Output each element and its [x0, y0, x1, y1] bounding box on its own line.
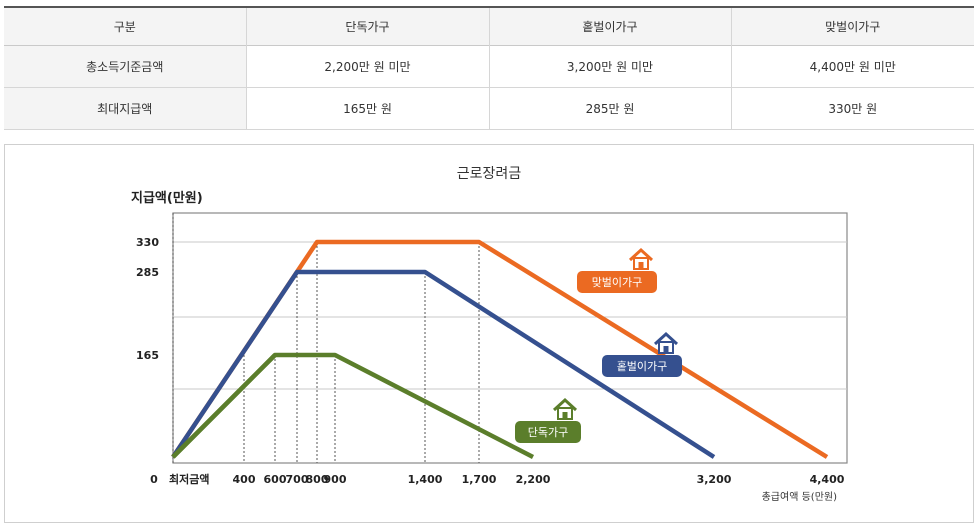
cell-single-max: 165만 원 — [245, 87, 489, 130]
house-icon-door — [663, 346, 669, 353]
x-tick-label: 400 — [233, 473, 256, 486]
series-line-overlay — [171, 353, 277, 459]
chart-panel: 근로장려금 지급액(만원) 165 285 330 400 600 700 800 900 1,… — [4, 144, 974, 523]
house-icon — [552, 397, 578, 412]
table-header-row: 구분 단독가구 홑벌이가구 맞벌이가구 — [4, 7, 974, 46]
series-line — [171, 269, 716, 459]
x-tick-label: 4,400 — [810, 473, 845, 486]
x-tick-label: 900 — [324, 473, 347, 486]
cell-single-earner-max: 285만 원 — [488, 87, 731, 130]
header-category: 구분 — [113, 20, 136, 34]
header-dual-earner: 맞벌이가구 — [730, 7, 974, 46]
legend-badge — [577, 271, 657, 293]
table-row: 총소득기준금액 2,200만 원 미만 3,200만 원 미만 4,400만 원… — [4, 45, 974, 88]
legend-label: 단독가구 — [528, 426, 568, 439]
x-tick-label: 600 — [264, 473, 287, 486]
cell-dual-earner-income: 4,400만 원 미만 — [730, 45, 974, 88]
y-axis-label: 지급액(만원) — [131, 190, 203, 206]
row-label-income: 총소득기준금액 — [4, 45, 246, 88]
table-row: 최대지급액 165만 원 285만 원 330만 원 — [4, 87, 974, 130]
y-tick-label: 330 — [136, 236, 159, 249]
income-criteria-table: 구분 단독가구 홑벌이가구 맞벌이가구 총소득기준금액 2,200만 원 미만 … — [4, 6, 974, 130]
cell-dual-earner-max: 330만 원 — [730, 87, 974, 130]
x-tick-label: 700 — [286, 473, 309, 486]
chart-title: 근로장려금 — [457, 166, 522, 182]
house-icon — [628, 247, 654, 262]
x-axis-label: 총급여액 등(만원) — [762, 491, 837, 503]
row-label-max-payment: 최대지급액 — [4, 87, 246, 130]
header-single-earner: 홑벌이가구 — [488, 7, 731, 46]
legend-badge — [602, 355, 682, 377]
cell-single-income: 2,200만 원 미만 — [245, 45, 489, 88]
plot-frame — [172, 212, 848, 464]
legend-label: 홑벌이가구 — [617, 360, 668, 373]
house-icon-door — [638, 262, 644, 269]
x-tick-label: 3,200 — [697, 473, 732, 486]
y-tick-label: 165 — [136, 349, 159, 362]
legend-label: 맞벌이가구 — [592, 276, 643, 289]
house-icon-door — [562, 412, 568, 419]
cell-single-earner-income: 3,200만 원 미만 — [488, 45, 731, 88]
x-tick-label: 1,400 — [408, 473, 443, 486]
x-tick-label: 800 — [306, 473, 329, 486]
header-single: 단독가구 — [245, 7, 489, 46]
x-axis-zero-label: 0 — [150, 473, 158, 486]
legend-badge — [515, 421, 581, 443]
house-icon — [653, 331, 679, 346]
x-axis-min-label: 최저금액 — [169, 472, 209, 486]
x-tick-label: 2,200 — [516, 473, 551, 486]
series-line — [171, 239, 829, 459]
x-tick-label: 1,700 — [462, 473, 497, 486]
y-tick-label: 285 — [136, 266, 159, 279]
